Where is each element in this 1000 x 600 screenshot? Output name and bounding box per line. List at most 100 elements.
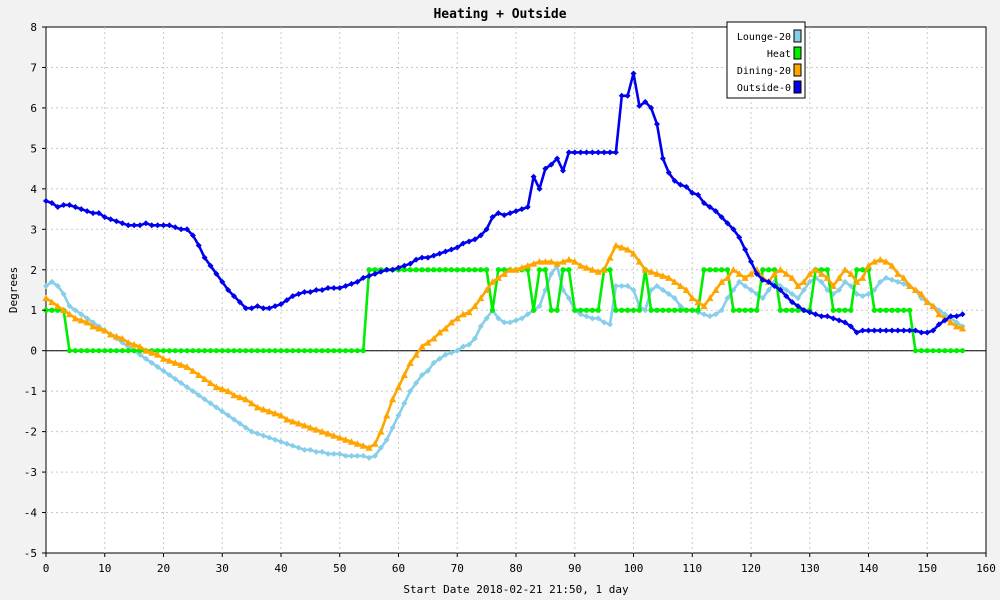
data-point [466,341,472,348]
data-point [535,258,544,265]
data-point [165,357,173,364]
data-point [900,274,908,281]
data-point [425,267,431,273]
data-point [155,348,161,354]
data-point [853,291,860,298]
data-point [366,454,373,461]
data-point [178,380,185,387]
data-point [607,267,613,273]
data-point [589,149,596,156]
data-point [948,348,954,354]
data-point [572,307,578,313]
data-point [207,262,214,269]
data-point [448,349,455,356]
data-point [788,274,796,281]
data-point [195,371,203,378]
legend-swatch [793,29,802,43]
data-point [936,348,942,354]
data-point [130,341,138,348]
data-point [653,270,661,277]
data-point [183,363,191,370]
data-point [483,286,491,293]
data-point [730,307,736,313]
data-point [154,222,161,229]
data-point [654,121,660,128]
x-tick-label: 120 [741,562,761,575]
data-point [406,359,414,366]
data-point [595,149,602,156]
data-point [190,348,196,354]
data-point [818,278,825,285]
data-point [601,149,608,156]
data-point [289,442,296,449]
data-point [366,267,372,273]
data-point [624,282,631,289]
data-point [84,315,91,322]
data-point [671,295,678,302]
y-tick-label: 5 [30,142,37,155]
data-point [806,309,813,316]
data-point [818,313,825,320]
data-point [319,348,325,354]
data-point [213,270,220,277]
data-point [712,286,720,293]
data-point [877,307,883,313]
data-point [783,287,790,293]
data-point [713,267,719,273]
data-point [630,307,637,313]
data-point [812,311,819,318]
data-point [800,307,807,314]
x-tick-label: 20 [157,562,170,575]
data-point [488,278,497,285]
data-point [212,383,220,391]
data-point [60,306,68,314]
data-point [689,189,696,196]
data-point [659,272,667,279]
data-point [454,267,460,273]
y-axis-label: Degrees [7,267,20,313]
data-point [483,315,490,322]
data-point [589,307,595,313]
data-point [72,307,79,314]
data-point [225,412,232,419]
data-point [448,246,455,253]
data-point [477,323,484,330]
data-point [571,149,578,156]
data-point [419,371,425,378]
data-point [43,197,49,204]
data-point [359,442,367,449]
data-point [660,307,666,313]
data-point [478,267,484,273]
data-point [124,339,132,346]
data-point [342,452,349,459]
data-point [436,355,443,362]
data-point [477,232,484,239]
data-point [641,266,649,273]
legend: Lounge-20 Heat Dining-20 Outside-0 [726,21,806,99]
data-point [148,359,155,366]
data-point [824,267,830,273]
data-point [712,311,719,318]
data-point [565,256,573,263]
data-point [736,234,743,241]
y-tick-label: -3 [24,466,37,479]
data-point [883,307,889,313]
data-point [231,416,237,423]
data-point [612,149,619,156]
data-point [865,291,872,298]
data-point [113,218,120,225]
data-point [501,212,508,219]
data-point [841,266,849,273]
data-point [77,316,85,324]
data-point [624,245,632,253]
data-point [677,307,684,313]
data-point [612,282,619,289]
x-tick-label: 150 [917,562,937,575]
data-point [54,302,62,310]
data-point [542,165,549,172]
data-point [654,282,660,289]
data-point [178,226,185,233]
data-point [201,396,208,403]
data-point [842,307,848,313]
data-point [219,408,226,415]
